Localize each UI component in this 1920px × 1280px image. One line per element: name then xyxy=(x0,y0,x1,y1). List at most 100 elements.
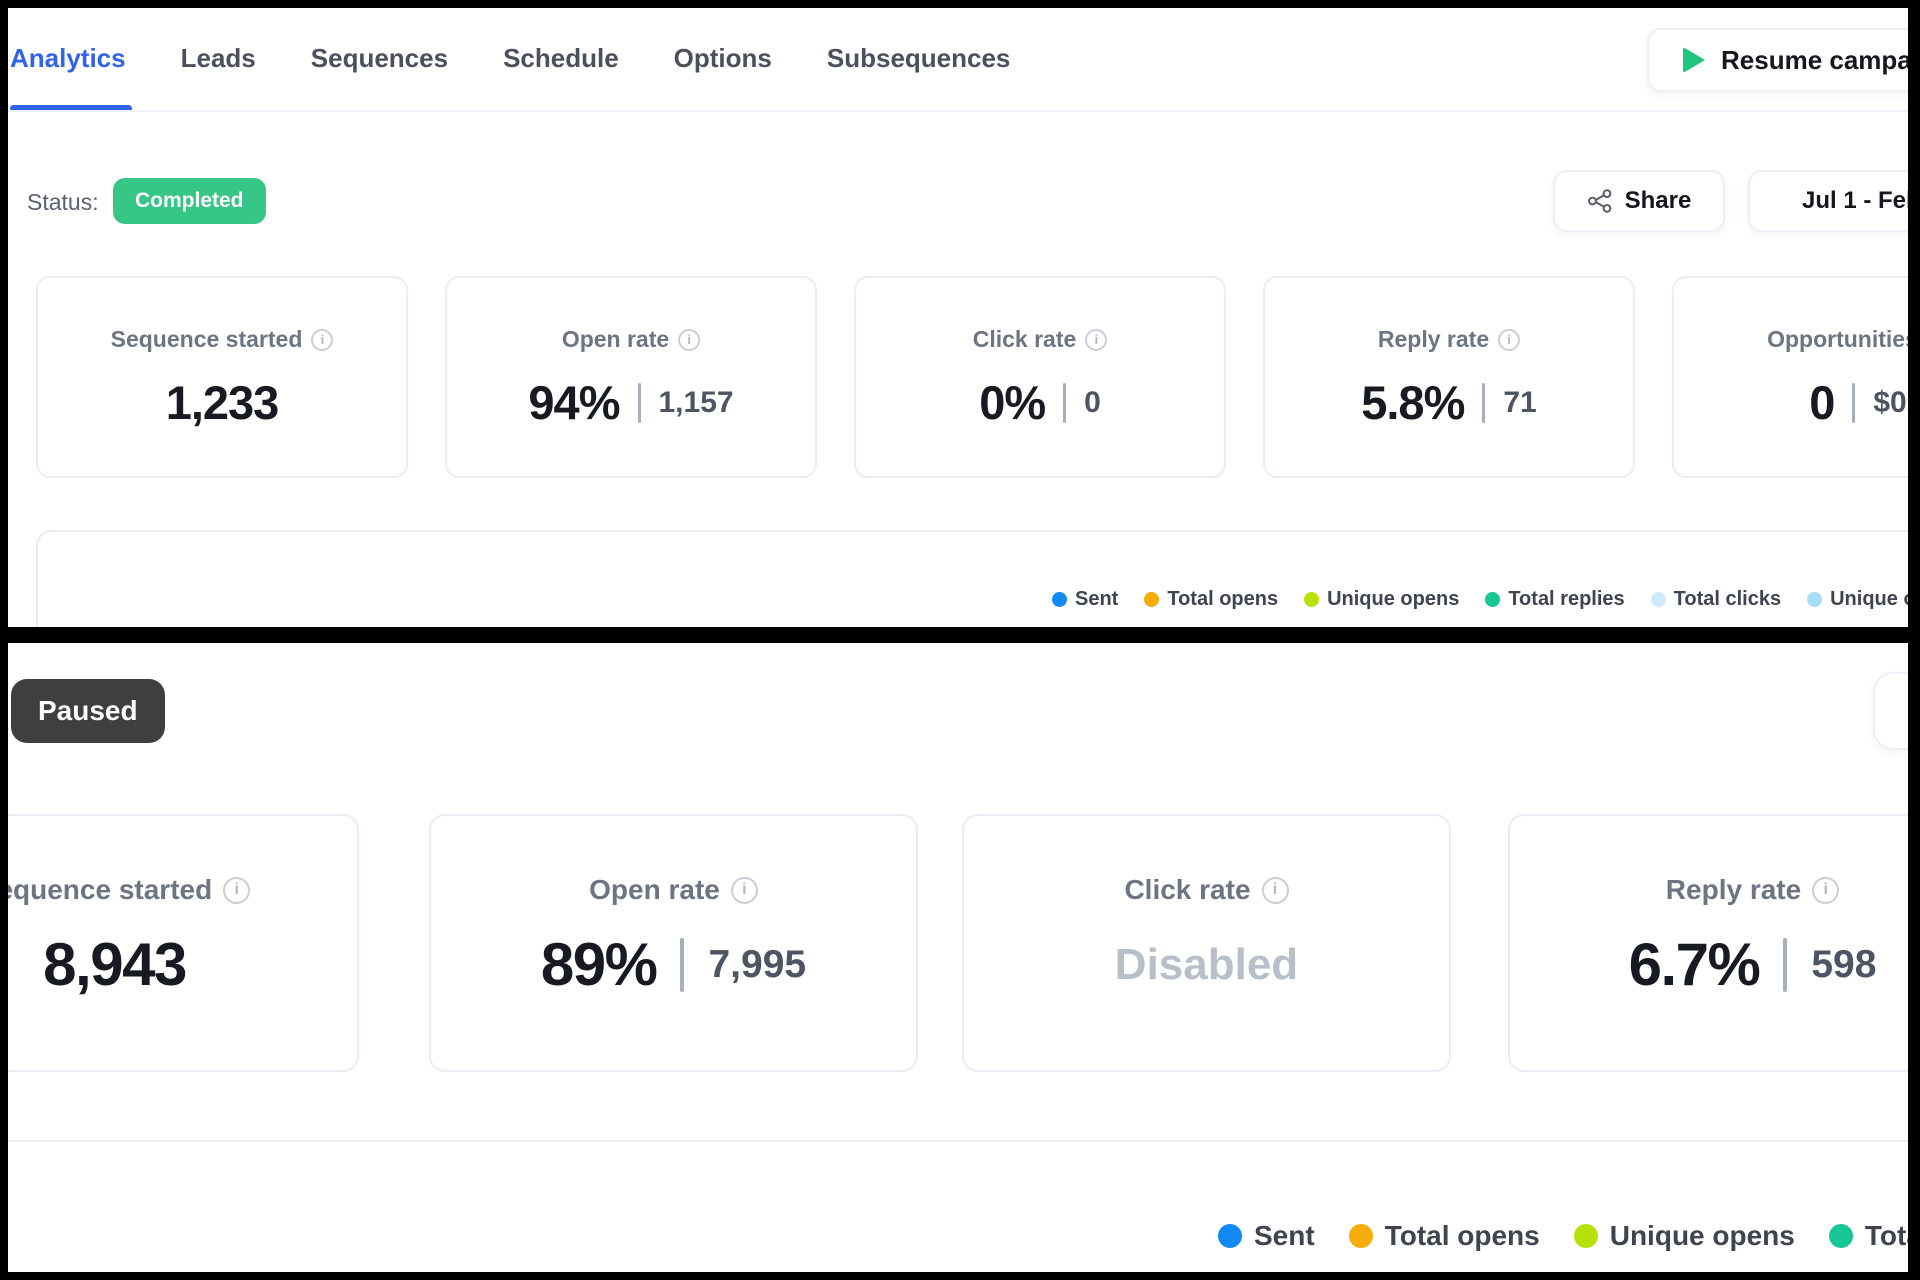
share-button-label: Share xyxy=(1624,187,1692,214)
legend-dot xyxy=(1650,592,1666,607)
metric-card-reply-rate: Reply rate i 5.8% 71 xyxy=(1263,276,1635,478)
campaign-completed-panel: Analytics Leads Sequences Schedule Optio… xyxy=(8,8,1908,627)
metric-secondary-value: 7,995 xyxy=(708,942,807,986)
legend-label: Total replies xyxy=(1508,588,1625,610)
legend-label: Unique opens xyxy=(1327,588,1460,610)
info-icon[interactable]: i xyxy=(311,328,334,351)
metric-label: Opportunities xyxy=(1767,326,1908,352)
legend-item-unique-opens[interactable]: Unique opens xyxy=(1573,1220,1795,1252)
metric-label: Reply rate xyxy=(1665,874,1802,905)
legend-item-sent[interactable]: Sent xyxy=(1218,1220,1315,1252)
metric-label: Sequence started xyxy=(8,874,213,905)
value-divider xyxy=(1852,382,1856,423)
metric-label: Click rate xyxy=(972,326,1077,352)
metric-card-opportunities: Opportunities i 0 $0 xyxy=(1672,276,1908,478)
metric-secondary-value: 71 xyxy=(1503,385,1537,419)
legend-item-total-replies[interactable]: Total replies xyxy=(1485,588,1625,611)
legend-item-unique-opens[interactable]: Unique opens xyxy=(1304,588,1459,611)
legend-label: Sent xyxy=(1075,588,1119,610)
legend-item-total-replies[interactable]: Total replies xyxy=(1828,1220,1908,1252)
status-badge-completed: Completed xyxy=(113,178,266,224)
date-range-label: Jul 1 - Feb 29 xyxy=(1801,187,1908,214)
analytics-chart-card xyxy=(36,530,1908,627)
metric-value: 8,943 xyxy=(43,931,187,998)
metric-card-sequence-started: Sequence started i 1,233 xyxy=(36,276,408,478)
metric-card-reply-rate: Reply rate i 6.7% 598 xyxy=(1508,814,1908,1072)
metric-value: 94% xyxy=(528,376,620,429)
legend-dot xyxy=(1485,592,1501,607)
legend-dot xyxy=(1807,592,1823,607)
legend-item-total-opens[interactable]: Total opens xyxy=(1348,1220,1540,1252)
legend-label: Total clicks xyxy=(1673,588,1782,610)
legend-label: Total replies xyxy=(1864,1220,1908,1251)
value-divider xyxy=(1783,937,1788,992)
metric-card-click-rate: Click rate i 0% 0 xyxy=(854,276,1226,478)
legend-label: Unique opens xyxy=(1609,1220,1795,1251)
metric-label: Click rate xyxy=(1124,874,1251,905)
legend-dot xyxy=(1348,1224,1373,1248)
legend-dot xyxy=(1304,592,1320,607)
info-icon[interactable]: i xyxy=(730,876,758,904)
active-tab-underline xyxy=(10,105,132,112)
metric-value: 6.7% xyxy=(1628,931,1761,998)
legend-item-sent[interactable]: Sent xyxy=(1052,588,1118,611)
metric-value: 1,233 xyxy=(165,376,280,429)
info-icon[interactable]: i xyxy=(1812,876,1840,904)
metric-secondary-value: 1,157 xyxy=(658,385,734,419)
date-range-button[interactable]: Jul 1 - Feb 29 xyxy=(1748,170,1908,232)
legend-item-total-clicks[interactable]: Total clicks xyxy=(1650,588,1782,611)
metric-secondary-value: 0 xyxy=(1084,385,1101,419)
tab-bar-divider xyxy=(8,110,1908,112)
share-button[interactable]: Share xyxy=(1553,170,1725,232)
legend-dot xyxy=(1828,1224,1853,1248)
metric-card-click-rate: Click rate i Disabled xyxy=(962,814,1451,1072)
tab-schedule[interactable]: Schedule xyxy=(503,43,619,73)
legend-label: Total opens xyxy=(1384,1220,1540,1251)
metric-secondary-value: $0 xyxy=(1873,385,1907,419)
info-icon[interactable]: i xyxy=(223,876,251,904)
chart-legend: Sent Total opens Unique opens Total repl… xyxy=(1052,588,1908,611)
legend-dot xyxy=(1052,592,1067,607)
legend-label: Unique clicks xyxy=(1830,588,1908,610)
tab-analytics[interactable]: Analytics xyxy=(10,43,126,73)
status-label: Status: xyxy=(27,189,99,215)
value-divider xyxy=(1482,382,1486,423)
metric-label: Open rate xyxy=(561,326,670,352)
metric-value: 5.8% xyxy=(1361,376,1465,429)
legend-item-unique-clicks[interactable]: Unique clicks xyxy=(1807,588,1908,611)
metric-card-open-rate: Open rate i 94% 1,157 xyxy=(445,276,817,478)
chart-legend: Sent Total opens Unique opens Total repl… xyxy=(1218,1220,1908,1252)
metric-label: Reply rate xyxy=(1377,326,1490,352)
info-icon[interactable]: i xyxy=(1085,328,1108,351)
metric-value: 0% xyxy=(979,376,1046,429)
info-icon[interactable]: i xyxy=(1261,876,1289,904)
value-divider xyxy=(680,937,685,992)
legend-dot xyxy=(1218,1224,1242,1248)
metric-card-open-rate: Open rate i 89% 7,995 xyxy=(429,814,918,1072)
tab-sequences[interactable]: Sequences xyxy=(310,43,449,73)
campaign-tab-bar: Analytics Leads Sequences Schedule Optio… xyxy=(10,36,1010,80)
play-icon xyxy=(1683,47,1705,73)
info-icon[interactable]: i xyxy=(1498,328,1521,351)
share-icon xyxy=(1587,188,1613,214)
tab-subsequences[interactable]: Subsequences xyxy=(826,43,1011,73)
info-icon[interactable]: i xyxy=(678,328,701,351)
tab-options[interactable]: Options xyxy=(673,43,772,73)
value-divider xyxy=(1063,382,1067,423)
campaign-paused-panel: Paused Sequence started i 8,943 Open rat… xyxy=(8,643,1908,1272)
metric-value: 0 xyxy=(1809,376,1835,429)
metric-card-sequence-started: Sequence started i 8,943 xyxy=(8,814,359,1072)
cropped-right-button[interactable] xyxy=(1873,672,1908,750)
resume-campaign-label: Resume campaign xyxy=(1721,44,1908,75)
legend-dot xyxy=(1144,592,1160,607)
legend-label: Total opens xyxy=(1167,588,1279,610)
legend-dot xyxy=(1573,1224,1598,1248)
legend-label: Sent xyxy=(1254,1220,1315,1251)
status-badge-paused: Paused xyxy=(11,679,165,743)
tab-leads[interactable]: Leads xyxy=(180,43,256,73)
metric-label: Open rate xyxy=(589,874,720,905)
legend-item-total-opens[interactable]: Total opens xyxy=(1144,588,1278,611)
resume-campaign-button[interactable]: Resume campaign xyxy=(1647,28,1908,92)
value-divider xyxy=(637,382,641,423)
